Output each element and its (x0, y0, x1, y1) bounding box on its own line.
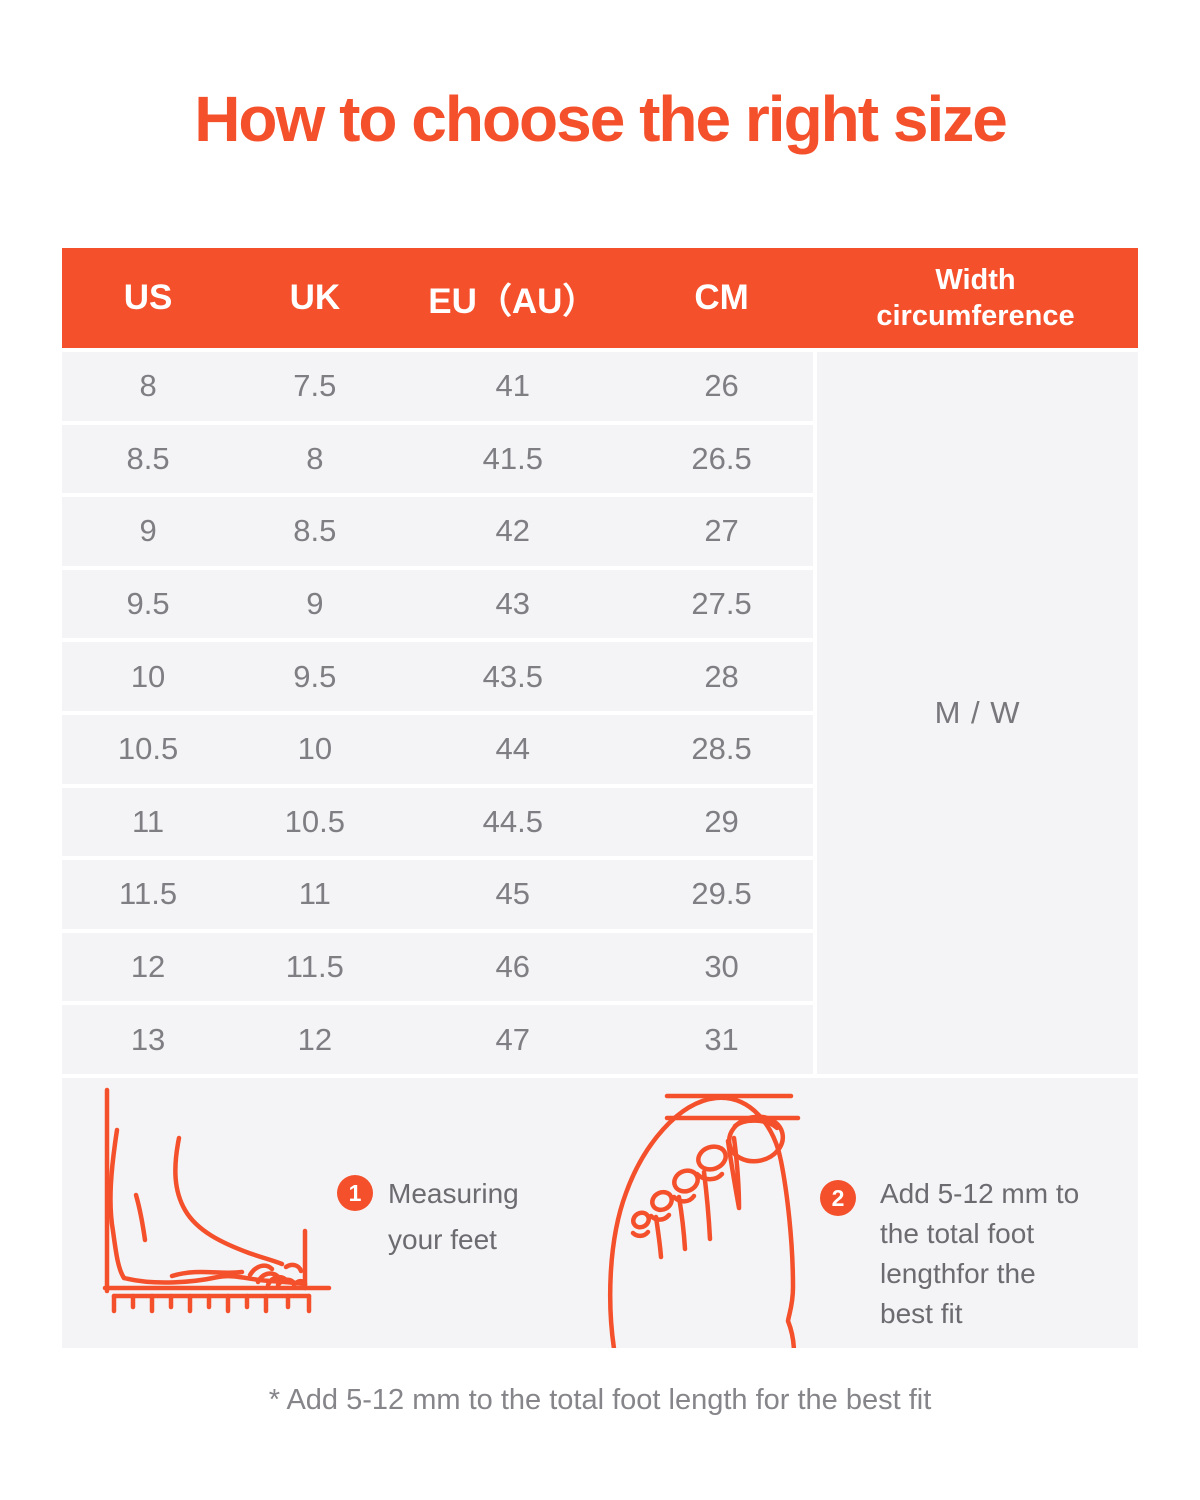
table-header: US UK EU（AU） CM Width circumference (62, 248, 1138, 348)
size-cell: 12 (297, 1021, 333, 1057)
size-cell: 11 (131, 803, 165, 839)
size-cell: 42 (495, 513, 531, 549)
size-cell: 28 (704, 658, 739, 694)
size-cell: 8 (139, 368, 157, 404)
table-row: 10 9.5 43.5 28 (62, 642, 814, 711)
size-cell: 8 (306, 440, 324, 476)
size-cell: 7.5 (293, 368, 337, 404)
size-cell: 44 (495, 731, 531, 767)
header-cell-eu-au: EU（AU） (428, 281, 598, 321)
header-cell-width-circumference: Width circumference (876, 264, 1075, 332)
size-cell: 11.5 (285, 949, 344, 985)
header-cell-cm: CM (694, 278, 749, 317)
page-title: How to choose the right size (194, 83, 1008, 155)
header-cell-us: US (123, 278, 173, 317)
size-cell: 11 (298, 876, 331, 912)
size-cell: 10.5 (117, 731, 179, 767)
size-cell: 46 (495, 949, 531, 985)
size-cell: 8.5 (126, 440, 170, 476)
size-rows: 8 7.5 41 26 8.5 8 41.5 26.5 9 8.5 42 27 9.5 9 43 27.5 10… (62, 352, 814, 1074)
size-cell: 13 (130, 1021, 166, 1057)
size-cell: 45 (495, 876, 531, 912)
table-body: 8 7.5 41 26 8.5 8 41.5 26.5 9 8.5 42 27 9.5 9 43 27.5 10… (62, 352, 1138, 1074)
table-row: 11.5 11 45 29.5 (62, 860, 814, 929)
table-row: 9 8.5 42 27 (62, 497, 814, 566)
step-2-badge: 2 (820, 1180, 856, 1216)
size-cell: 9.5 (293, 658, 337, 694)
table-row: 10.5 10 44 28.5 (62, 714, 814, 784)
step-1-label: Measuring your feet (388, 1178, 519, 1255)
size-cell: 31 (704, 1021, 739, 1057)
top-foot-illustration (607, 1093, 801, 1348)
step-1-badge: 1 (337, 1175, 373, 1211)
size-cell: 9 (306, 586, 324, 622)
size-cell: 26.5 (691, 440, 752, 476)
size-cell: 28.5 (691, 731, 752, 767)
table-row: 8 7.5 41 26 (62, 352, 814, 421)
size-cell: 10 (130, 658, 166, 694)
size-cell: 12 (130, 949, 166, 985)
side-foot-illustration (102, 1087, 332, 1314)
size-cell: 44.5 (482, 803, 543, 839)
header-cell-uk: UK (289, 278, 341, 317)
width-circumference-value-cell: M / W (817, 352, 1138, 1074)
size-cell: 27 (704, 513, 739, 549)
size-cell: 29.5 (691, 876, 752, 912)
size-cell: 11.5 (119, 876, 178, 912)
size-cell: 27.5 (691, 586, 752, 622)
size-table: US UK EU（AU） CM Width circumference 8 7.5… (62, 248, 1138, 1074)
size-cell: 10.5 (284, 803, 345, 839)
size-cell: 8.5 (293, 513, 337, 549)
size-cell: 43 (495, 586, 531, 622)
table-row: 8.5 8 41.5 26.5 (62, 424, 814, 494)
table-row: 9.5 9 43 27.5 (62, 569, 814, 639)
step-2-label: Add 5-12 mm to the total foot lengthfor … (880, 1178, 1080, 1329)
size-cell: 26 (704, 368, 739, 404)
size-cell: 47 (495, 1021, 531, 1057)
table-row: 11 10.5 44.5 29 (62, 787, 814, 857)
size-cell: 29 (704, 803, 739, 839)
size-cell: 10 (297, 731, 333, 767)
size-cell: 43.5 (482, 658, 543, 694)
table-row: 13 12 47 31 (62, 1005, 814, 1074)
size-cell: 9.5 (126, 586, 170, 622)
size-cell: 41 (495, 368, 531, 404)
footnote: * Add 5-12 mm to the total foot length f… (268, 1384, 932, 1416)
size-cell: 41.5 (482, 440, 543, 476)
size-cell: 30 (704, 949, 739, 985)
size-cell: 9 (139, 513, 157, 549)
table-row: 12 11.5 46 30 (62, 932, 814, 1002)
measurement-guide-section: 1 Measuring your feet 2 Add 5-12 mm to t… (62, 1078, 1138, 1348)
